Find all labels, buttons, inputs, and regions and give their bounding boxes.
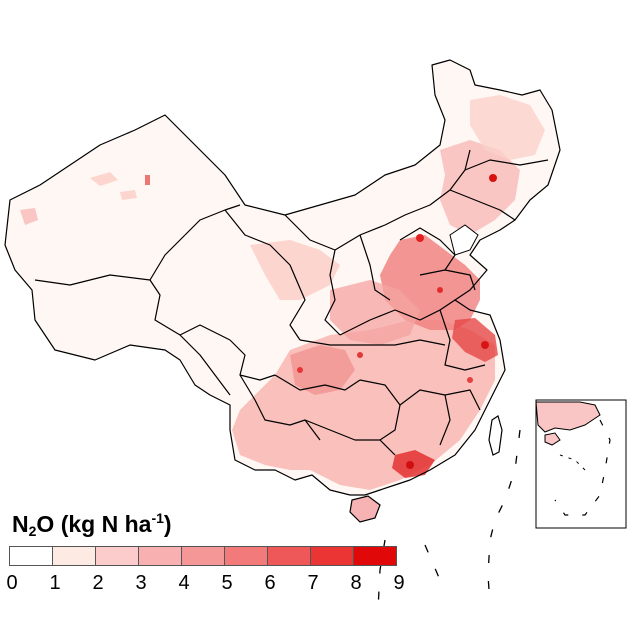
legend-tick-label: 8 [350, 572, 362, 594]
hotspot [489, 174, 497, 182]
legend-title: N2O (kg N ha-1) [12, 510, 172, 539]
legend-tick-label: 6 [264, 572, 276, 594]
gansu-ningxia-border [224, 209, 306, 341]
legend-tick-label: 3 [135, 572, 147, 594]
xinjiang-gansu-border [184, 204, 241, 236]
shanxi-hebei-border [359, 234, 391, 301]
hotspot [357, 352, 363, 358]
emission-patches [20, 95, 545, 490]
shandong-border [419, 269, 476, 291]
hainan-island [349, 495, 381, 523]
bohai-sea [449, 224, 479, 256]
hotspot [416, 234, 424, 242]
legend-tick-label: 2 [92, 572, 104, 594]
legend-swatch-6 [267, 546, 311, 566]
legend-swatch-5 [224, 546, 268, 566]
legend-color-bar [9, 546, 397, 566]
legend-swatch-4 [181, 546, 225, 566]
national-border [4, 59, 561, 496]
west-specks-3 [90, 172, 118, 186]
jilin-heilongjiang-border [464, 159, 549, 171]
legend-tick-label: 9 [393, 572, 405, 594]
legend-swatch-7 [310, 546, 354, 566]
inner-mongolia-border [284, 149, 471, 251]
hotspot [406, 461, 414, 469]
hot-spots [297, 174, 497, 469]
inset-coast [535, 401, 601, 433]
legend-swatch-2 [95, 546, 139, 566]
legend-swatch-3 [138, 546, 182, 566]
legend-tick-label: 0 [6, 572, 18, 594]
legend-swatch-1 [52, 546, 96, 566]
taiwan-island [488, 415, 503, 456]
hebei-beijing-border [399, 227, 456, 271]
legend-swatch-0 [9, 546, 53, 566]
west-specks-4 [120, 190, 137, 200]
legend-tick-label: 5 [221, 572, 233, 594]
province-borders [4, 59, 561, 496]
yangtze-delta-emissions [452, 318, 498, 362]
yunnan-border [239, 374, 321, 441]
legend-tick-label: 4 [178, 572, 190, 594]
legend-tick-label: 7 [307, 572, 319, 594]
inset-nine-dash-line [554, 419, 611, 516]
hotspot [437, 287, 443, 293]
maritime-dashes [377, 429, 521, 611]
south-china-sea-inset [535, 399, 627, 529]
shaanxi-border [324, 249, 341, 336]
dash-line-south [377, 539, 386, 611]
gansu-corridor-emissions [250, 240, 340, 300]
sichuan-basin-emissions [290, 345, 355, 395]
west-specks-1 [20, 208, 38, 225]
xinjiang-qinghai-border [149, 279, 231, 341]
fujian-border [444, 389, 481, 411]
northeast-emissions [440, 140, 520, 235]
liaoning-border [449, 189, 516, 221]
hotspot [297, 367, 303, 373]
hotspot [481, 341, 489, 349]
inset-hainan [544, 432, 561, 446]
legend-tick-labels: 0 1 2 3 4 5 6 7 8 9 [0, 572, 633, 598]
dash-line-se [424, 544, 441, 581]
hubei-border [299, 339, 446, 346]
west-specks-2 [145, 175, 150, 185]
legend-tick-label: 1 [49, 572, 61, 594]
guangxi-border [304, 419, 396, 456]
sichuan-guizhou-border [274, 374, 361, 391]
legend-swatch-8 [353, 546, 397, 566]
tibet-sichuan-border [179, 334, 231, 396]
hotspot [467, 377, 473, 383]
xinjiang-tibet-border [34, 234, 186, 286]
northeast-north-emissions [470, 95, 545, 160]
henan-border [339, 299, 456, 336]
anhui-jiangsu-border [439, 309, 486, 371]
